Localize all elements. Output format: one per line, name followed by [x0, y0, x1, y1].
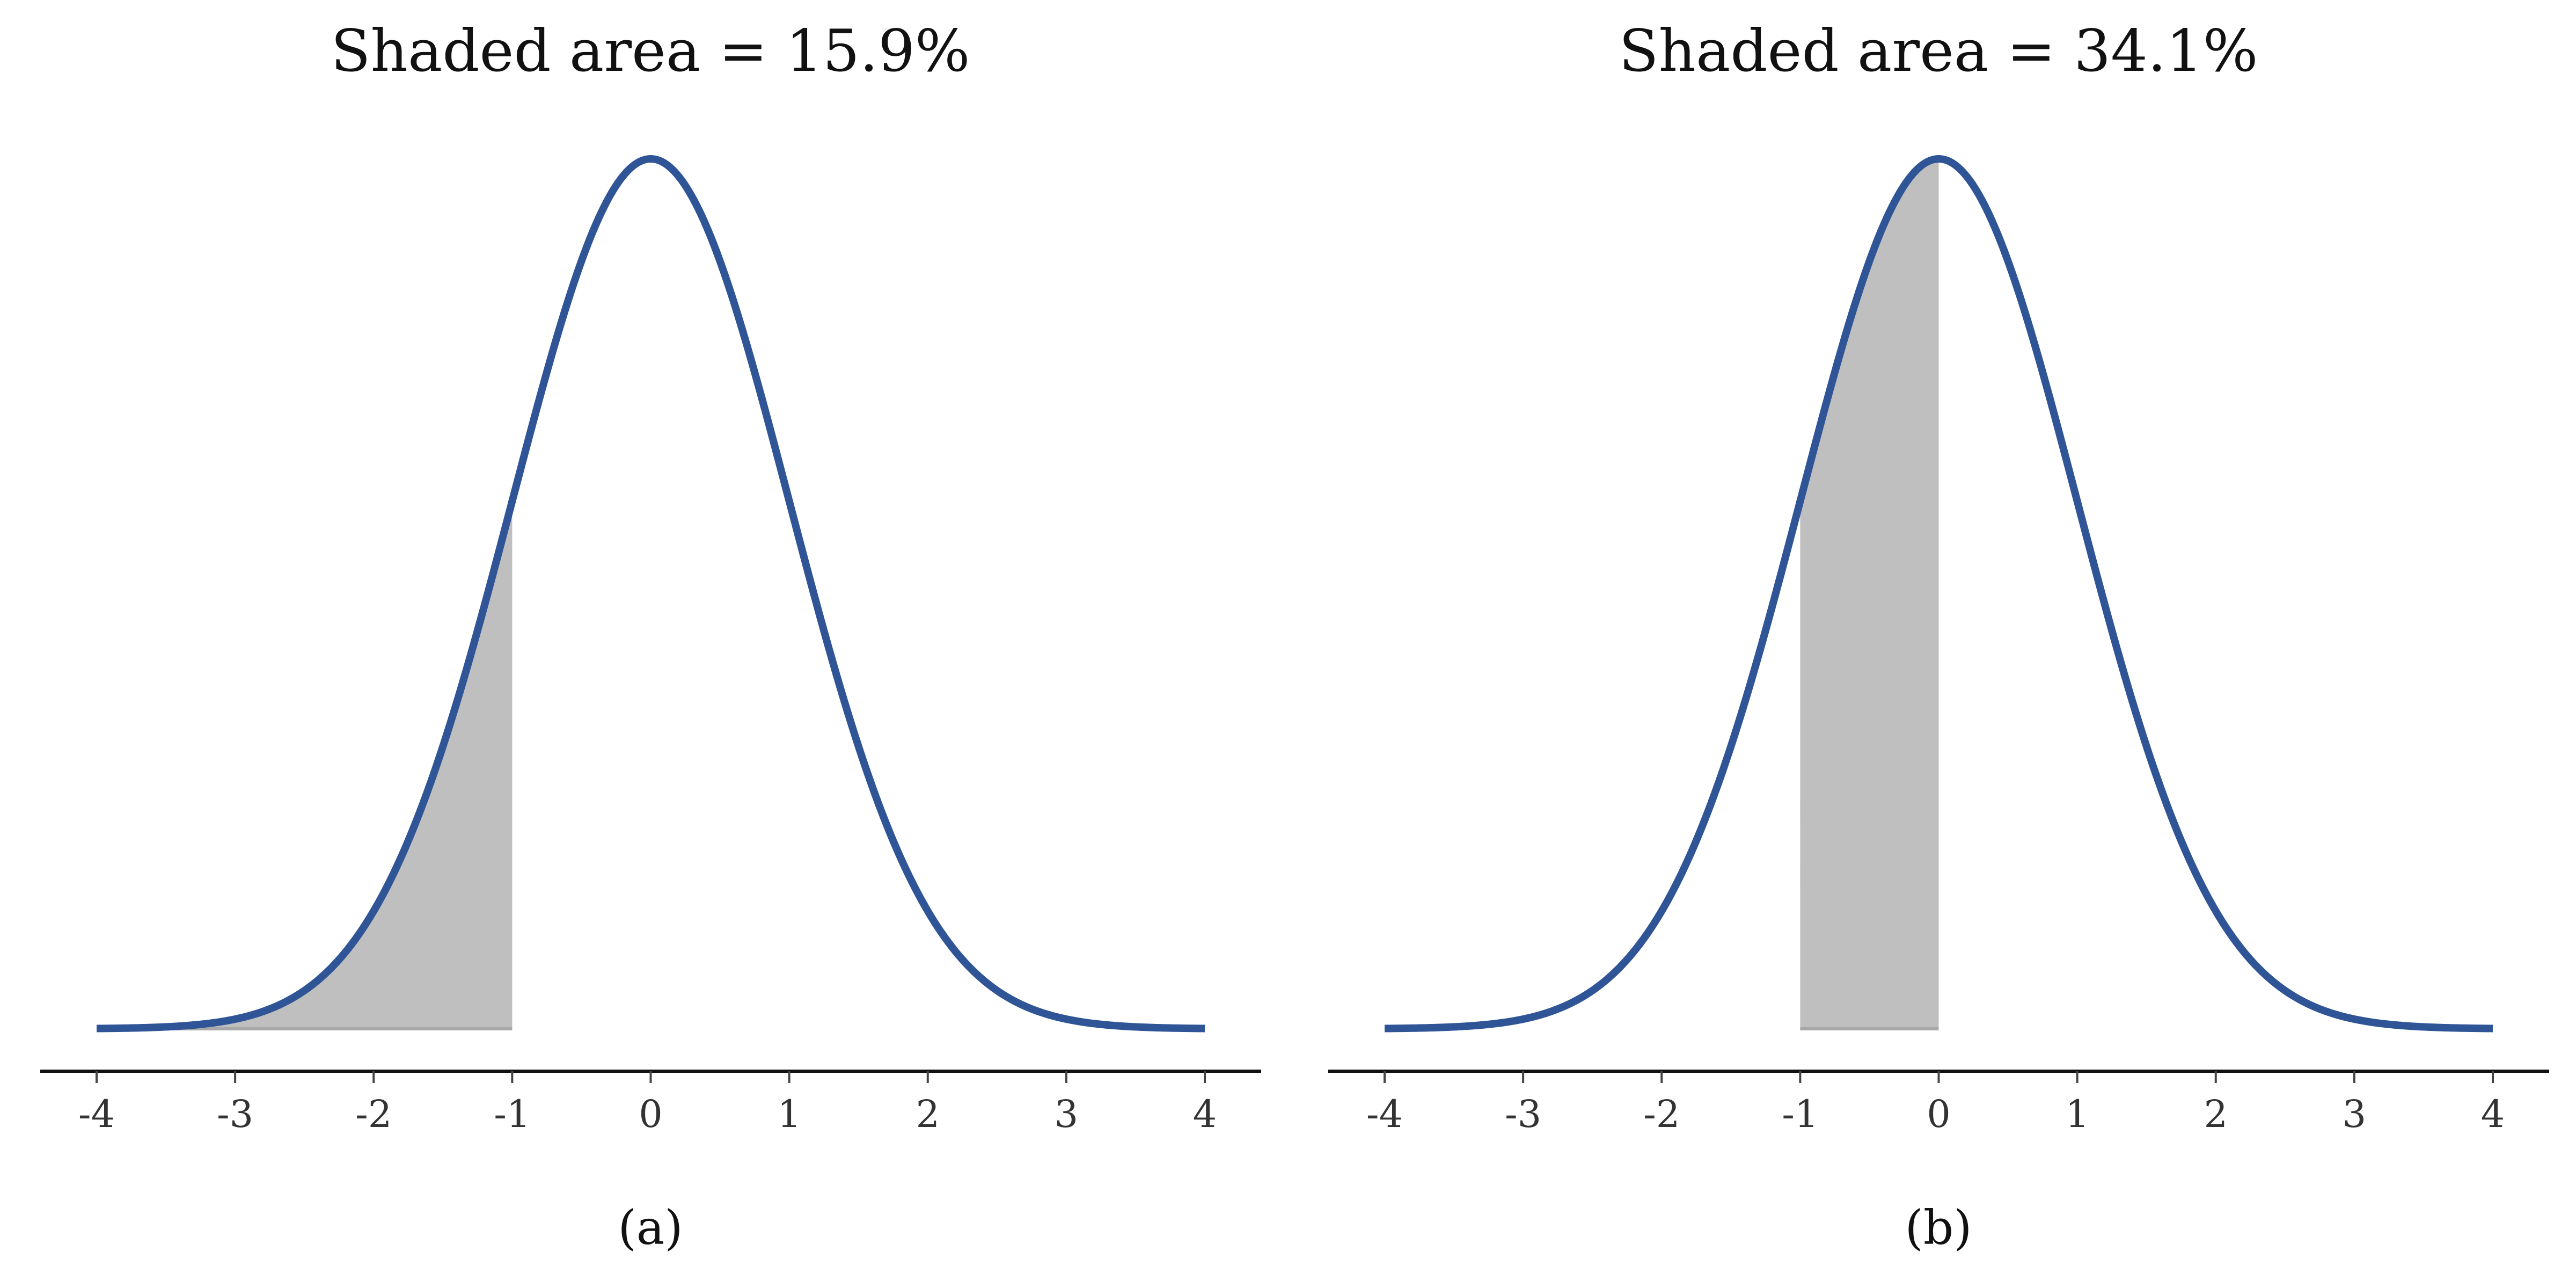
x-tick-label: 0	[1927, 1092, 1951, 1136]
panel-b: -4 -3 -2 -1 0 1 2 3 4 Shaded area = 34.1% (b)	[1328, 18, 2549, 1255]
x-tick-label: -3	[1505, 1092, 1541, 1136]
shaded-area	[1800, 159, 1939, 1029]
panel-caption: (b)	[1905, 1200, 1972, 1255]
x-tick-label: 2	[2204, 1092, 2228, 1136]
shaded-area	[97, 501, 513, 1029]
x-tick-label: -2	[1643, 1092, 1680, 1136]
x-tick-label: 0	[639, 1092, 663, 1136]
density-curve	[1382, 155, 2495, 1033]
x-tick-label: 3	[2343, 1092, 2367, 1136]
panel-caption: (a)	[618, 1200, 683, 1255]
x-tick-label: -1	[1782, 1092, 1818, 1136]
x-tick-label: -4	[1366, 1092, 1403, 1136]
x-tick-label: -1	[494, 1092, 530, 1136]
density-curve	[94, 155, 1207, 1033]
x-tick-label: 4	[2481, 1092, 2505, 1136]
chart-title: Shaded area = 15.9%	[331, 18, 970, 85]
x-tick-label: 1	[2065, 1092, 2089, 1136]
panel-a: -4 -3 -2 -1 0 1 2 3 4 Shaded area = 15.9% (a)	[40, 18, 1261, 1255]
chart-title: Shaded area = 34.1%	[1619, 18, 2258, 85]
x-tick-label: -4	[78, 1092, 115, 1136]
x-tick-label: 3	[1055, 1092, 1079, 1136]
x-tick-label: 4	[1193, 1092, 1217, 1136]
x-tick-label: -3	[217, 1092, 253, 1136]
x-tick-label: 2	[916, 1092, 940, 1136]
x-tick-label: -2	[355, 1092, 392, 1136]
x-tick-label: 1	[777, 1092, 801, 1136]
